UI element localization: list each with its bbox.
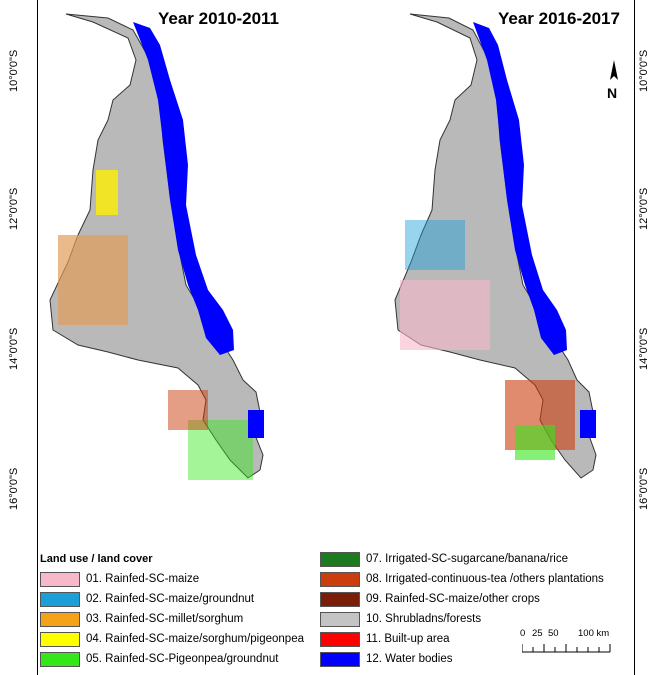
legend-item: 07. Irrigated-SC-sugarcane/banana/rice: [320, 551, 568, 567]
legend-label: 05. Rainfed-SC-Pigeonpea/groundnut: [86, 653, 279, 665]
lat-label-left-12: 12°0'0"S: [8, 187, 20, 230]
lat-label-right-12: 12°0'0"S: [638, 187, 650, 230]
scale-label-25: 25: [532, 628, 543, 639]
legend-swatch: [40, 631, 80, 647]
map-title-2016: Year 2016-2017: [498, 9, 620, 28]
legend-swatch: [320, 571, 360, 587]
legend-label: 08. Irrigated-continuous-tea /others pla…: [366, 573, 604, 585]
legend-swatch: [40, 591, 80, 607]
land-patch-green: [515, 425, 555, 460]
lake-chilwa: [248, 410, 264, 438]
north-arrow-icon: N: [607, 60, 618, 101]
lake-malawi: [133, 22, 234, 355]
legend-item: 03. Rainfed-SC-millet/sorghum: [40, 611, 243, 627]
legend-label: 04. Rainfed-SC-maize/sorghum/pigeonpea: [86, 633, 304, 645]
legend-swatch: [40, 651, 80, 667]
map-frame: [37, 0, 635, 675]
legend-label: 03. Rainfed-SC-millet/sorghum: [86, 613, 244, 625]
legend-label: 01. Rainfed-SC-maize: [86, 573, 200, 585]
legend-item: 09. Rainfed-SC-maize/other crops: [320, 591, 540, 607]
legend-swatch: [320, 651, 360, 667]
lat-label-left-14: 14°0'0"S: [8, 327, 20, 370]
lat-label-left-16: 16°0'0"S: [8, 467, 20, 510]
malawi-map-2016: [394, 13, 597, 479]
legend-swatch: [40, 571, 80, 587]
legend-item: 12. Water bodies: [320, 651, 453, 667]
legend-item: 10. Shrubladns/forests: [320, 611, 481, 627]
land-patch-blue: [405, 220, 465, 270]
legend-item: 04. Rainfed-SC-maize/sorghum/pigeonpea: [40, 631, 304, 647]
scale-label-50: 50: [548, 628, 559, 639]
malawi-map-2010: [49, 13, 264, 480]
legend-item: 08. Irrigated-continuous-tea /others pla…: [320, 571, 604, 587]
svg-text:N: N: [607, 85, 617, 101]
legend-label: 09. Rainfed-SC-maize/other crops: [366, 593, 540, 605]
legend-label: 02. Rainfed-SC-maize/groundnut: [86, 593, 255, 605]
legend-title: Land use / land cover: [40, 553, 153, 565]
lat-label-right-10: 10°0'0"S: [638, 49, 650, 92]
legend-item: 11. Built-up area: [320, 631, 450, 647]
scale-bar: 0 25 50 100 km: [520, 628, 620, 658]
lat-label-right-16: 16°0'0"S: [638, 467, 650, 510]
map-title-2010: Year 2010-2011: [158, 9, 280, 28]
legend-item: 05. Rainfed-SC-Pigeonpea/groundnut: [40, 651, 278, 667]
land-patch-red: [168, 390, 208, 430]
legend-item: 02. Rainfed-SC-maize/groundnut: [40, 591, 254, 607]
lat-label-left-10: 10°0'0"S: [8, 49, 20, 92]
lake-chilwa: [580, 410, 596, 438]
legend-label: 10. Shrubladns/forests: [366, 613, 482, 625]
land-patch-pink: [400, 280, 490, 350]
land-patch-yellow: [96, 170, 118, 215]
legend-swatch: [40, 611, 80, 627]
legend-label: 11. Built-up area: [366, 633, 450, 645]
scale-label-100: 100 km: [578, 628, 610, 639]
land-patch-orange: [58, 235, 128, 325]
legend-item: 01. Rainfed-SC-maize: [40, 571, 199, 587]
legend-swatch: [320, 551, 360, 567]
legend-swatch: [320, 591, 360, 607]
legend-label: 07. Irrigated-SC-sugarcane/banana/rice: [366, 553, 569, 565]
lake-malawi: [473, 22, 567, 355]
legend-label: 12. Water bodies: [366, 653, 453, 665]
legend-swatch: [320, 611, 360, 627]
lat-label-right-14: 14°0'0"S: [638, 327, 650, 370]
legend-swatch: [320, 631, 360, 647]
scale-label-0: 0: [520, 628, 526, 639]
